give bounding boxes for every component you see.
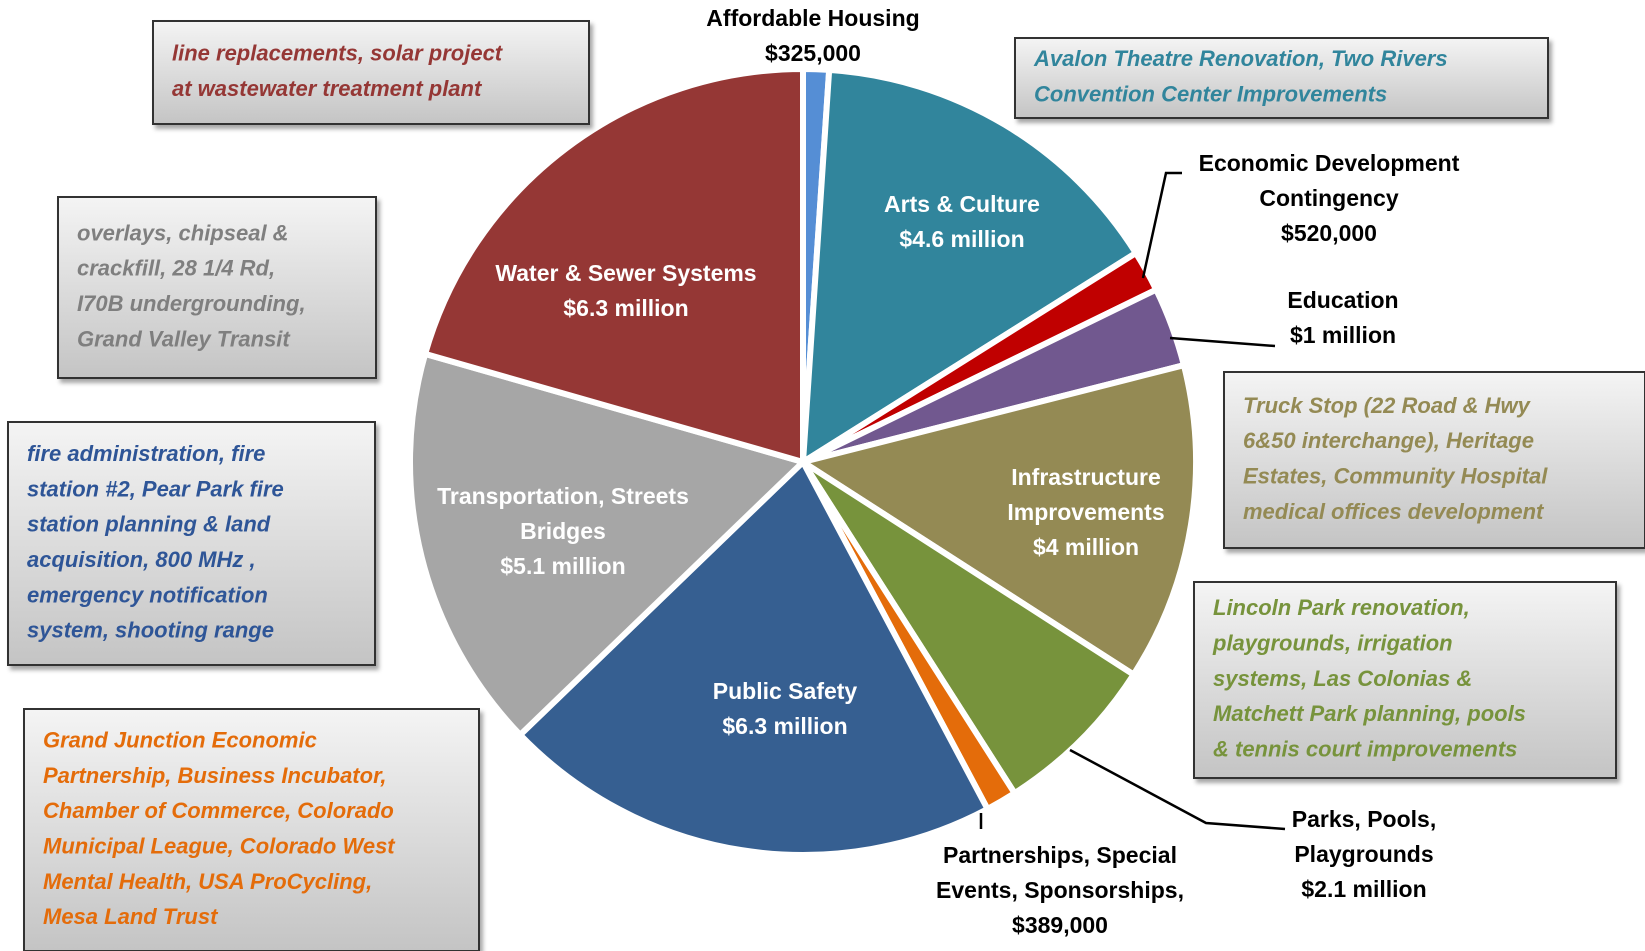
slice-value-label: $5.1 million xyxy=(500,553,625,579)
annotation-frame xyxy=(7,421,376,666)
annotation-frame xyxy=(23,708,480,951)
annotation-text: I70B undergrounding, xyxy=(77,291,306,316)
pie-slice xyxy=(800,459,1138,798)
annotation-text: Municipal League, Colorado West xyxy=(43,833,396,858)
annotation-box: Truck Stop (22 Road & Hwy 6&50 interchang… xyxy=(1223,371,1645,549)
annotation-text: & tennis court improvements xyxy=(1213,736,1517,761)
slice-label: Water & Sewer Systems xyxy=(495,260,756,286)
slice-value-label: $520,000 xyxy=(1281,220,1377,246)
annotation-text: crackfill, 28 1/4 Rd, xyxy=(77,256,275,281)
slice-label: Arts & Culture xyxy=(884,191,1040,217)
slice-value-label: $6.3 million xyxy=(563,295,688,321)
slice-label: Transportation, Streets Bridges xyxy=(437,483,689,544)
annotation-text: line replacements, solar project xyxy=(172,41,504,66)
slice-value-label: $6.3 million xyxy=(722,713,847,739)
annotation-text: overlays, chipseal & xyxy=(77,220,289,245)
slice-value-label: $1 million xyxy=(1290,322,1396,348)
annotation-text: Lincoln Park renovation, xyxy=(1213,595,1470,620)
slice-label: Education xyxy=(1287,287,1398,313)
pie-slice xyxy=(421,65,806,466)
annotation-text: station #2, Pear Park fire xyxy=(27,476,284,501)
slice-label: Economic Development Contingency xyxy=(1199,150,1460,211)
annotation-text: medical offices development xyxy=(1243,499,1545,524)
slice-value-label: $2.1 million xyxy=(1301,876,1426,902)
leader-line xyxy=(1141,171,1182,279)
annotation-text: Truck Stop (22 Road & Hwy xyxy=(1243,393,1532,418)
annotation-text: Estates, Community Hospital xyxy=(1243,463,1548,488)
leader-line xyxy=(1069,748,1286,831)
slice-label: Public Safety xyxy=(713,678,858,704)
annotation-text: Convention Center Improvements xyxy=(1034,81,1387,106)
slice-value-label: $389,000 xyxy=(1012,912,1108,938)
pie-slice xyxy=(407,350,809,740)
annotation-box: Avalon Theatre Renovation, Two Rivers Con… xyxy=(1014,37,1549,119)
slice-value-label: $4 million xyxy=(1033,534,1139,560)
annotation-box: fire administration, fire station #2, Pea… xyxy=(7,421,376,666)
annotation-frame xyxy=(1223,371,1645,549)
annotation-text: Chamber of Commerce, Colorado xyxy=(43,798,394,823)
slice-label: Parks, Pools, Playgrounds xyxy=(1292,806,1436,867)
annotation-text: Mental Health, USA ProCycling, xyxy=(43,869,372,894)
annotation-text: Matchett Park planning, pools xyxy=(1213,701,1526,726)
leader-line xyxy=(1169,336,1276,348)
annotation-text: playgrounds, irrigation xyxy=(1212,631,1453,656)
slice-value-label: $4.6 million xyxy=(899,226,1024,252)
annotation-frame xyxy=(152,20,590,125)
annotation-frame xyxy=(1014,37,1549,119)
annotation-box: line replacements, solar project at waste… xyxy=(152,20,590,125)
slice-label: Partnerships, Special Events, Sponsorship… xyxy=(936,842,1184,903)
slice-label: Affordable Housing xyxy=(706,5,919,31)
annotation-text: systems, Las Colonias & xyxy=(1213,666,1472,691)
annotation-text: Partnership, Business Incubator, xyxy=(43,763,387,788)
annotation-text: emergency notification xyxy=(27,582,268,607)
annotation-text: at wastewater treatment plant xyxy=(172,76,483,101)
pie-slice xyxy=(515,457,992,858)
annotation-text: Grand Valley Transit xyxy=(77,326,291,351)
annotation-text: acquisition, 800 MHz , xyxy=(27,547,256,572)
annotation-text: Grand Junction Economic xyxy=(43,728,317,753)
annotation-text: station planning & land xyxy=(27,512,271,537)
annotation-text: Avalon Theatre Renovation, Two Rivers xyxy=(1033,46,1448,71)
annotation-frame xyxy=(1193,581,1617,779)
annotation-box: overlays, chipseal & crackfill, 28 1/4 Rd… xyxy=(57,196,377,379)
annotation-box: Lincoln Park renovation, playgrounds, irr… xyxy=(1193,581,1617,779)
pie-slice xyxy=(795,361,1199,679)
annotation-text: system, shooting range xyxy=(27,618,274,643)
slice-value-label: $325,000 xyxy=(765,40,861,66)
annotation-text: fire administration, fire xyxy=(27,441,265,466)
slice-label: Infrastructure Improvements xyxy=(1007,464,1164,525)
annotation-box: Grand Junction Economic Partnership, Busi… xyxy=(23,708,480,951)
annotation-frame xyxy=(57,196,377,379)
annotation-text: Mesa Land Trust xyxy=(43,904,219,929)
annotation-text: 6&50 interchange), Heritage xyxy=(1243,428,1534,453)
pie-slice xyxy=(799,66,1140,468)
